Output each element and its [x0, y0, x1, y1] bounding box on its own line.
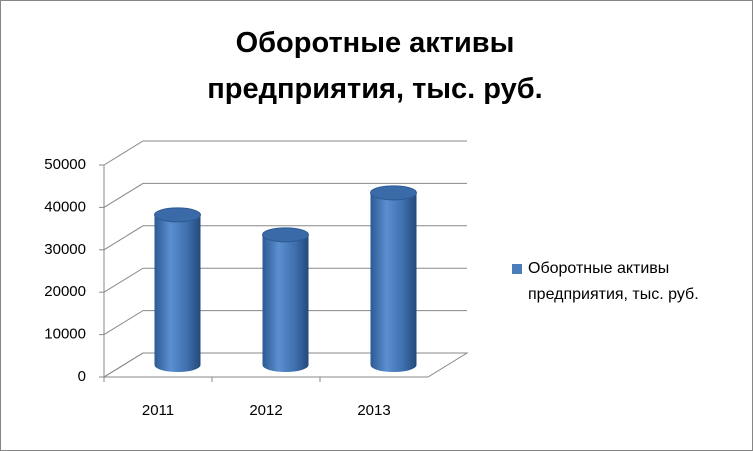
- bar-body: [154, 214, 201, 365]
- x-tick-label: 2011: [142, 402, 174, 419]
- y-tick-label: 20000: [44, 283, 86, 300]
- bar: [154, 207, 201, 372]
- bar-top: [154, 207, 201, 223]
- grid-line: [103, 267, 467, 293]
- grid-line: [103, 140, 467, 166]
- x-tick-label: 2012: [249, 402, 282, 419]
- grid-line: [103, 352, 467, 378]
- y-tick-label: 40000: [44, 198, 86, 215]
- bar: [370, 185, 417, 372]
- bar: [262, 227, 309, 372]
- grid-line: [103, 310, 467, 336]
- grid-line: [103, 225, 467, 251]
- bar-top: [262, 227, 309, 243]
- x-tick-label: 2013: [357, 402, 390, 419]
- bar-body: [262, 234, 309, 365]
- bar-top: [370, 185, 417, 201]
- chart-title: Оборотные активы предприятия, тыс. руб.: [207, 27, 543, 105]
- y-tick-label: 30000: [44, 241, 86, 258]
- legend-key: [512, 264, 522, 274]
- bar-body: [370, 192, 417, 365]
- legend: Оборотные активы предприятия, тыс. руб.: [512, 256, 742, 308]
- y-tick-label: 0: [78, 368, 86, 385]
- legend-label: Оборотные активы предприятия, тыс. руб.: [528, 260, 699, 303]
- y-tick-label: 10000: [44, 326, 86, 343]
- y-tick-label: 50000: [44, 156, 86, 173]
- grid-line: [103, 182, 467, 208]
